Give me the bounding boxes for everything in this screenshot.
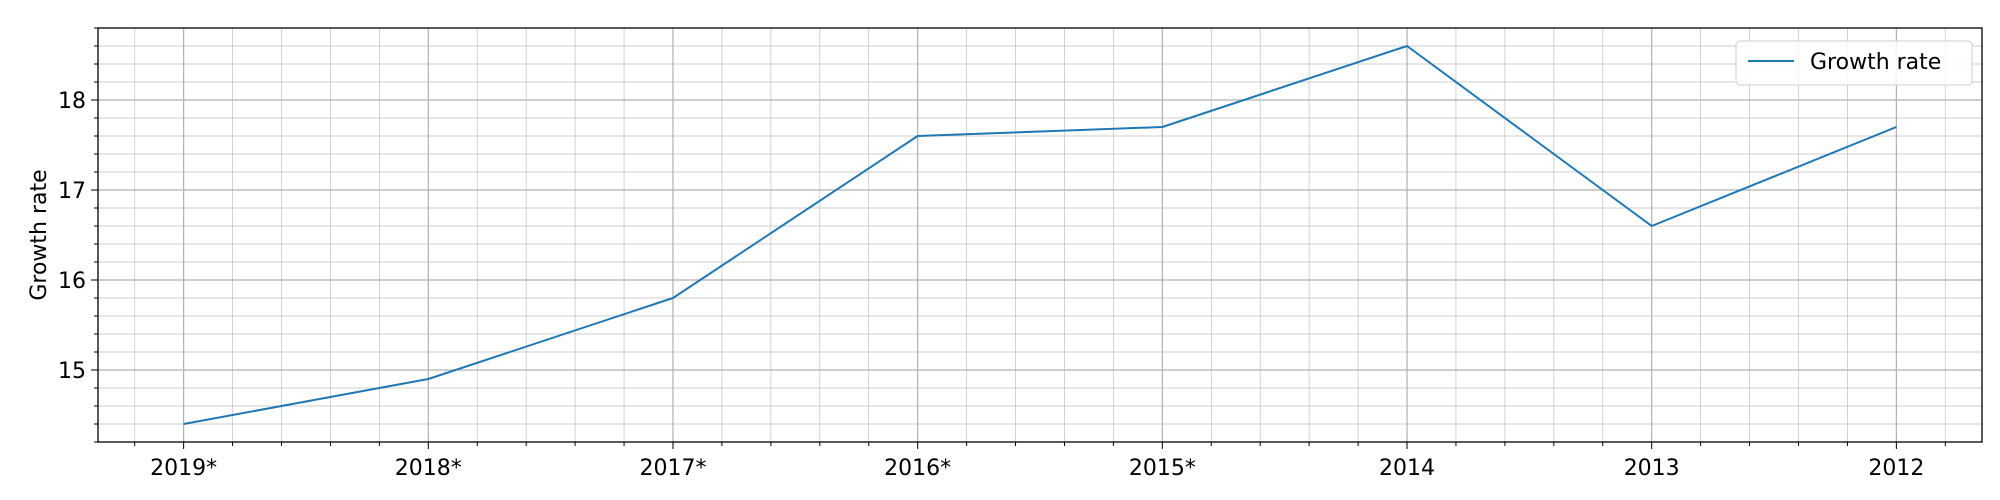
x-tick-label: 2012 xyxy=(1868,456,1924,481)
y-tick-label: 18 xyxy=(58,89,86,114)
legend-box xyxy=(1735,40,1973,86)
grid xyxy=(98,27,1982,443)
x-tick-label: 2013 xyxy=(1624,456,1680,481)
x-tick-label: 2017* xyxy=(639,456,706,481)
legend-label: Growth rate xyxy=(1810,50,1941,75)
x-tick-label: 2018* xyxy=(395,456,462,481)
series-layer xyxy=(183,45,1897,425)
x-tick-label: 2015* xyxy=(1129,456,1196,481)
plot-frame xyxy=(97,27,1983,443)
legend: Growth rate xyxy=(1735,40,1973,86)
axis-ticks: 15 16 17 18 2019* 2018* 2017* 2016* 2015* 2014 201… xyxy=(58,27,1946,481)
y-tick-label: 16 xyxy=(58,269,86,294)
x-tick-label: 2016* xyxy=(884,456,951,481)
x-tick-label: 2019* xyxy=(150,456,217,481)
x-tick-label: 2014 xyxy=(1379,456,1435,481)
y-axis-label: Growth rate xyxy=(27,169,52,300)
y-tick-label: 15 xyxy=(58,359,86,384)
y-tick-label: 17 xyxy=(58,179,86,204)
series-line xyxy=(183,45,1897,425)
